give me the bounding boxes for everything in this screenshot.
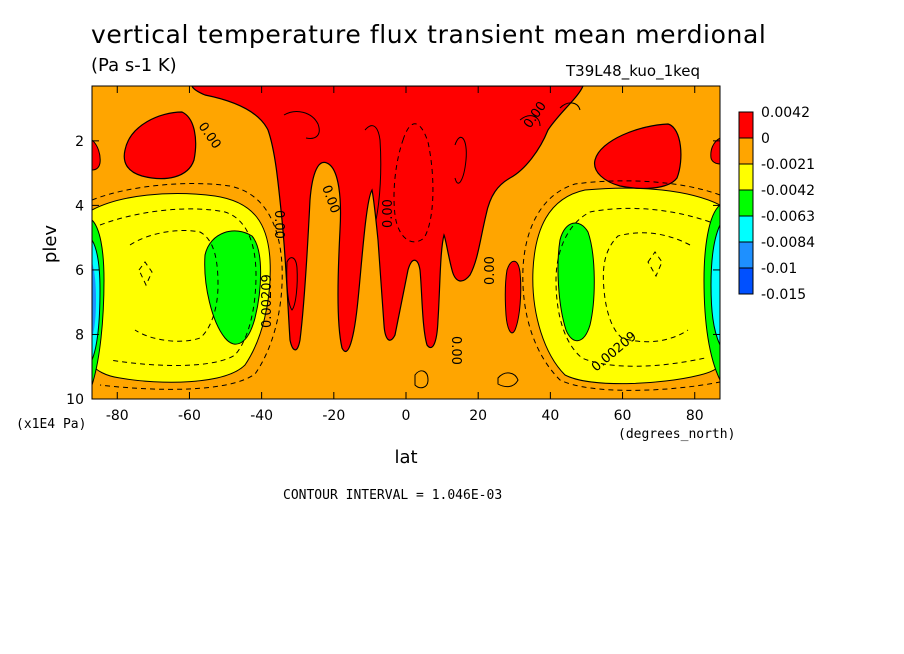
- colorbar-swatch: [738, 111, 754, 139]
- colorbar-label: 0.0042: [761, 105, 810, 121]
- x-tick-label: 0: [402, 408, 411, 424]
- y-tick-label: 2: [75, 134, 84, 150]
- x-tick-label: -40: [250, 408, 273, 424]
- y-axis-units: (x1E4 Pa): [16, 417, 86, 432]
- x-tick-label: -60: [178, 408, 201, 424]
- colorbar-swatch: [738, 241, 754, 269]
- dataset-label: T39L48_kuo_1keq: [566, 62, 701, 80]
- red-region-lat30: [504, 260, 522, 334]
- colorbar-label: 0: [761, 131, 770, 147]
- colorbar-swatch: [738, 189, 754, 217]
- colorbar-swatch: [738, 267, 754, 295]
- red-region-north-edge: [710, 137, 720, 165]
- contour-label: 0.00: [483, 256, 498, 285]
- colorbar-swatch: [738, 137, 754, 165]
- colorbar-label: -0.0084: [761, 235, 815, 251]
- chart-title: vertical temperature flux transient mean…: [91, 20, 767, 49]
- contour-label: 0.00209: [260, 274, 275, 328]
- chart-units: (Pa s-1 K): [91, 55, 177, 76]
- colorbar-label: -0.01: [761, 261, 797, 277]
- cyan-region-north-edge: [710, 224, 720, 346]
- green-region-north: [557, 222, 595, 342]
- colorbar-label: -0.0063: [761, 209, 815, 225]
- red-region-lat-35: [286, 257, 298, 311]
- y-tick-label: 8: [75, 327, 84, 343]
- solid-contours: [283, 102, 581, 389]
- y-tick-label: 4: [75, 198, 84, 214]
- red-region-north-upper: [594, 123, 682, 189]
- contour-label: 0.00: [448, 336, 463, 365]
- red-region-south-edge: [92, 139, 101, 171]
- blue-region-south-edge: [92, 262, 96, 338]
- x-axis: -80 -60 -40 -20 0 20 40 60 80: [106, 86, 704, 424]
- colorbar-label: -0.0042: [761, 183, 815, 199]
- x-axis-label: lat: [394, 447, 417, 468]
- contour-interval: CONTOUR INTERVAL = 1.046E-03: [283, 488, 503, 503]
- y-tick-label: 6: [75, 263, 84, 279]
- colorbar-swatch: [738, 215, 754, 243]
- x-tick-label: 20: [469, 408, 487, 424]
- contour-label: 0.00: [271, 210, 286, 239]
- x-axis-units: (degrees_north): [618, 427, 735, 442]
- y-axis: 2 4 6 8 10: [66, 134, 720, 408]
- y-axis-label: plev: [40, 225, 61, 264]
- green-region-south: [204, 230, 262, 345]
- x-tick-label: -80: [106, 408, 129, 424]
- x-tick-label: 80: [686, 408, 704, 424]
- dashed-contours: [92, 123, 720, 391]
- x-tick-label: -20: [322, 408, 345, 424]
- contour-label: 0.00: [381, 199, 396, 228]
- x-tick-label: 40: [541, 408, 559, 424]
- colorbar-label: -0.015: [761, 287, 806, 303]
- colorbar-label: -0.0021: [761, 157, 815, 173]
- y-tick-label: 10: [66, 392, 84, 408]
- colorbar-swatch: [738, 163, 754, 191]
- red-region-south-upper: [123, 111, 197, 180]
- colorbar-legend: 0.0042 0 -0.0021 -0.0042 -0.0063 -0.0084 -0.01…: [738, 105, 815, 303]
- x-tick-label: 60: [614, 408, 632, 424]
